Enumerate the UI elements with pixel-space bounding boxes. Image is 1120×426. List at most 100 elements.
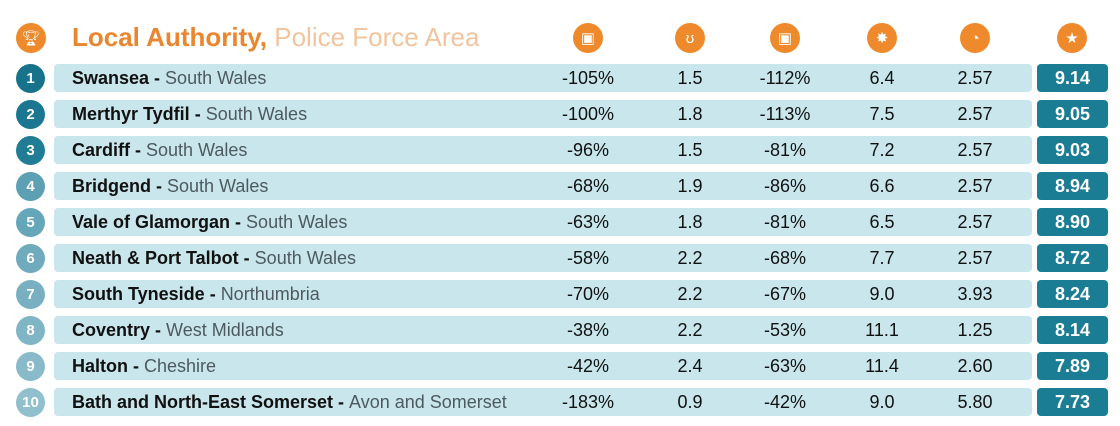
metric-cell-1: -70% <box>566 284 610 304</box>
score-cell: 8.72 <box>1037 244 1108 272</box>
police-force-area: South Wales <box>167 176 269 196</box>
metric-cell-1: -183% <box>561 392 615 412</box>
metric-cell-1: -96% <box>566 140 610 160</box>
metric-cell-2: 1.8 <box>677 104 703 124</box>
rank-badge: 8 <box>16 316 45 345</box>
score-cell: 8.94 <box>1037 172 1108 200</box>
row-bar <box>54 280 1032 308</box>
rank-badge: 9 <box>16 352 45 381</box>
metric-cell-2: 2.2 <box>677 248 703 268</box>
table-row: 6 Neath & Port Talbot - South Wales -58% 2… <box>0 244 1120 273</box>
metric-cell-1: -100% <box>561 104 615 124</box>
local-authority: South Tyneside <box>72 284 205 304</box>
area-name: Coventry - West Midlands <box>72 320 284 340</box>
metric-cell-3: -112% <box>759 68 811 88</box>
rank-badge: 4 <box>16 172 45 201</box>
star-icon: ★ <box>1057 23 1087 53</box>
metric-cell-5: 2.60 <box>957 356 993 376</box>
area-name: Swansea - South Wales <box>72 68 267 88</box>
area-name: Bridgend - South Wales <box>72 176 269 196</box>
local-authority: Cardiff <box>72 140 130 160</box>
police-force-area: South Wales <box>165 68 267 88</box>
metric-cell-2: 2.4 <box>677 356 703 376</box>
rank-badge: 3 <box>16 136 45 165</box>
local-authority: Merthyr Tydfil <box>72 104 190 124</box>
metric-cell-2: 1.5 <box>677 140 703 160</box>
score-cell: 9.05 <box>1037 100 1108 128</box>
row-bar <box>54 208 1032 236</box>
police-force-area: Northumbria <box>220 284 320 304</box>
table-row: 10 Bath and North-East Somerset - Avon a… <box>0 388 1120 417</box>
metric-cell-4: 7.2 <box>869 140 895 160</box>
car-crash-icon: ✸ <box>867 23 897 53</box>
table-row: 3 Cardiff - South Wales -96% 1.5 -81% 7.2 2.5… <box>0 136 1120 165</box>
rank-badge: 5 <box>16 208 45 237</box>
table-row: 7 South Tyneside - Northumbria -70% 2.2 -67… <box>0 280 1120 309</box>
table-row: 9 Halton - Cheshire -42% 2.4 -63% 11.4 2.60 7.… <box>0 352 1120 381</box>
row-bar <box>54 244 1032 272</box>
metric-cell-1: -105% <box>561 68 615 88</box>
local-authority: Halton <box>72 356 128 376</box>
metric-cell-1: -38% <box>566 320 610 340</box>
police-force-area: Avon and Somerset <box>349 392 507 412</box>
rank-badge: 2 <box>16 100 45 129</box>
metric-cell-3: -113% <box>759 104 811 124</box>
table-row: 1 Swansea - South Wales -105% 1.5 -112% 6.4 2… <box>0 64 1120 93</box>
metric-cell-3: -81% <box>763 140 807 160</box>
area-name: Merthyr Tydfil - South Wales <box>72 104 308 124</box>
metric-cell-5: 2.57 <box>957 212 993 232</box>
table-row: 4 Bridgend - South Wales -68% 1.9 -86% 6.6 2.… <box>0 172 1120 201</box>
area-name: Bath and North-East Somerset - Avon and … <box>72 392 507 412</box>
metric-cell-2: 1.9 <box>677 176 703 196</box>
metric-cell-4: 9.0 <box>869 392 895 412</box>
metric-cell-5: 5.80 <box>957 392 993 412</box>
score-cell: 7.73 <box>1037 388 1108 416</box>
score-cell: 9.14 <box>1037 64 1108 92</box>
metric-cell-3: -63% <box>763 356 807 376</box>
rank-badge: 1 <box>16 64 45 93</box>
trophy-icon: 🏆︎ <box>16 23 46 53</box>
calendar-clock-icon: ▣ <box>770 23 800 53</box>
local-authority: Bath and North-East Somerset <box>72 392 334 412</box>
police-force-area: South Wales <box>205 104 308 124</box>
metric-cell-4: 6.5 <box>869 212 895 232</box>
metric-cell-5: 2.57 <box>957 104 993 124</box>
metric-cell-5: 2.57 <box>957 140 993 160</box>
row-bar <box>54 352 1032 380</box>
metric-cell-5: 1.25 <box>957 320 993 340</box>
police-force-area: South Wales <box>146 140 248 160</box>
metric-cell-5: 2.57 <box>957 248 993 268</box>
speedometer-icon: ◔ <box>960 23 990 53</box>
rank-badge: 6 <box>16 244 45 273</box>
metric-cell-4: 6.6 <box>869 176 895 196</box>
metric-cell-3: -81% <box>763 212 807 232</box>
local-authority: Bridgend <box>72 176 151 196</box>
police-force-area: West Midlands <box>166 320 284 340</box>
area-name: South Tyneside - Northumbria <box>72 284 320 304</box>
metric-cell-1: -68% <box>566 176 610 196</box>
score-cell: 9.03 <box>1037 136 1108 164</box>
table-row: 2 Merthyr Tydfil - South Wales -100% 1.8 -1… <box>0 100 1120 129</box>
area-name: Vale of Glamorgan - South Wales <box>72 212 348 232</box>
metric-cell-4: 7.7 <box>869 248 895 268</box>
stethoscope-icon: ʊ <box>675 23 705 53</box>
metric-cell-1: -63% <box>566 212 610 232</box>
score-cell: 8.90 <box>1037 208 1108 236</box>
score-cell: 7.89 <box>1037 352 1108 380</box>
metric-cell-1: -58% <box>566 248 610 268</box>
metric-cell-5: 2.57 <box>957 176 993 196</box>
score-cell: 8.24 <box>1037 280 1108 308</box>
metric-cell-4: 7.5 <box>869 104 895 124</box>
metric-cell-4: 11.4 <box>865 356 899 376</box>
police-force-area: South Wales <box>254 248 357 268</box>
metric-cell-2: 0.9 <box>677 392 703 412</box>
row-bar <box>54 172 1032 200</box>
area-name: Halton - Cheshire <box>72 356 217 376</box>
row-bar <box>54 388 1032 416</box>
metric-cell-3: -86% <box>763 176 807 196</box>
metric-cell-4: 9.0 <box>869 284 895 304</box>
metric-cell-4: 11.1 <box>865 320 899 340</box>
local-authority: Vale of Glamorgan <box>72 212 231 232</box>
calendar-clock-icon: ▣ <box>573 23 603 53</box>
area-name: Cardiff - South Wales <box>72 140 248 160</box>
